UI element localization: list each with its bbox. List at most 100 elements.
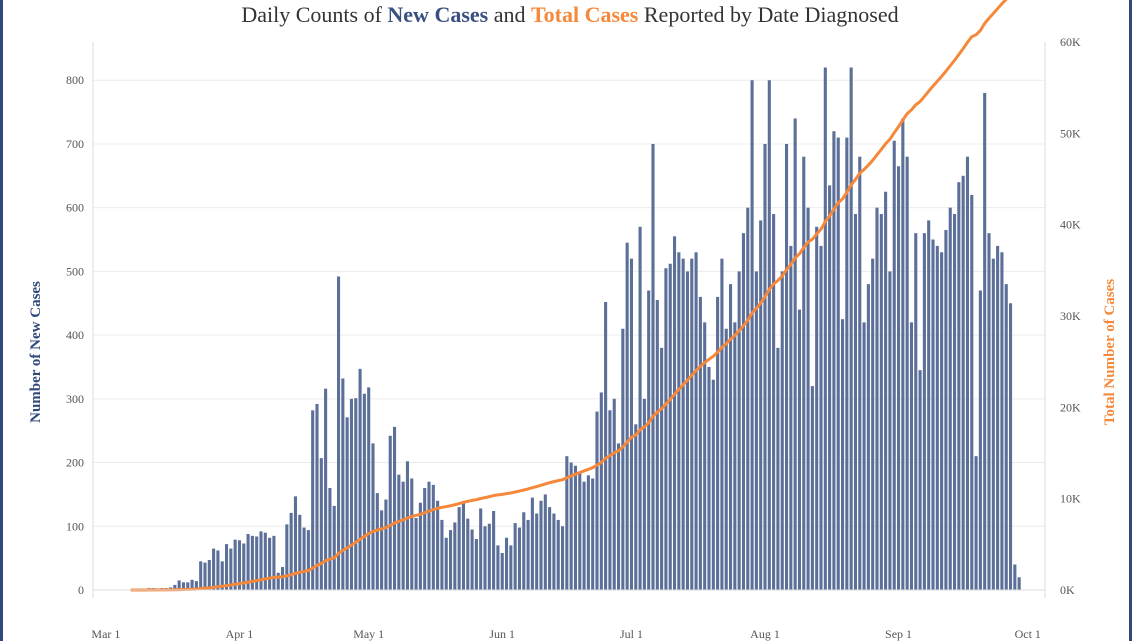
total-cases-line-group — [130, 0, 1008, 592]
new-cases-bar — [961, 175, 965, 590]
new-cases-bar — [983, 92, 987, 590]
new-cases-bar — [608, 410, 612, 590]
new-cases-bar — [242, 543, 246, 590]
new-cases-bar — [444, 537, 448, 590]
new-cases-bar — [952, 214, 957, 591]
new-cases-bar — [216, 550, 220, 590]
new-cases-bar — [1013, 564, 1017, 590]
new-cases-bar — [328, 488, 332, 590]
y-axis-label: Number of New Cases — [28, 281, 44, 423]
new-cases-bar — [922, 233, 926, 590]
x-tick-label: Oct 1 — [1015, 627, 1041, 641]
new-cases-bar — [733, 322, 737, 590]
new-cases-bar — [970, 194, 974, 590]
new-cases-bar — [319, 458, 323, 590]
x-tick-label: Jun 1 — [489, 627, 515, 641]
new-cases-bar — [401, 481, 405, 590]
new-cases-bar — [784, 143, 789, 590]
new-cases-bar — [724, 328, 728, 590]
x-tick-label: Jul 1 — [620, 627, 643, 641]
new-cases-bar — [479, 508, 483, 590]
y-tick-label: 400 — [66, 328, 84, 342]
new-cases-bar — [504, 537, 509, 590]
new-cases-bar — [324, 388, 328, 590]
new-cases-bar — [578, 472, 582, 590]
new-cases-bar — [375, 493, 379, 590]
new-cases-bar — [660, 347, 664, 590]
new-cases-bar — [685, 271, 690, 590]
new-cases-bar — [345, 417, 349, 590]
new-cases-bar — [237, 540, 242, 590]
y-tick-label: 600 — [66, 201, 84, 215]
new-cases-bar — [991, 258, 995, 590]
new-cases-bar — [746, 207, 750, 591]
new-cases-bar — [698, 296, 702, 590]
new-cases-bar — [634, 424, 638, 590]
new-cases-bar — [457, 507, 461, 590]
new-cases-bar — [901, 118, 905, 590]
new-cases-bar — [272, 535, 276, 590]
title-new-cases: New Cases — [387, 2, 489, 27]
new-cases-bar — [892, 140, 896, 590]
new-cases-bar — [905, 156, 909, 590]
new-cases-bar — [810, 386, 814, 590]
new-cases-bar — [767, 80, 771, 590]
new-cases-bar — [707, 366, 711, 590]
new-cases-bar — [367, 387, 371, 590]
new-cases-bar — [996, 245, 1000, 590]
new-cases-bar — [690, 258, 694, 590]
new-cases-bar — [888, 271, 892, 590]
new-cases-bar — [229, 548, 233, 590]
new-cases-bar — [776, 347, 780, 590]
new-cases-bar — [931, 239, 935, 590]
new-cases-bar — [311, 410, 315, 590]
new-cases-bar — [255, 536, 259, 590]
new-cases-bar — [875, 207, 879, 591]
new-cases-bar — [224, 544, 229, 590]
y2-tick-label: 50K — [1060, 126, 1081, 140]
new-cases-bar — [530, 497, 534, 590]
new-cases-bar — [780, 271, 784, 590]
new-cases-bar — [354, 398, 358, 590]
new-cases-bar — [772, 214, 776, 591]
new-cases-bar — [448, 530, 453, 590]
title-middle: and — [488, 2, 531, 27]
new-cases-bar — [543, 494, 547, 590]
new-cases-bar — [263, 532, 267, 590]
new-cases-bar — [461, 502, 466, 590]
new-cases-bar — [1008, 303, 1013, 590]
new-cases-bar — [552, 513, 556, 590]
new-cases-bar — [828, 185, 832, 590]
new-cases-bar — [793, 118, 797, 590]
title-total-cases: Total Cases — [531, 2, 639, 27]
new-cases-bar — [823, 67, 827, 591]
new-cases-bar — [741, 233, 746, 590]
new-cases-bar — [276, 572, 280, 590]
new-cases-bar — [207, 560, 211, 590]
y2-tick-label: 10K — [1060, 492, 1081, 506]
new-cases-bar — [858, 156, 862, 590]
new-cases-bar — [763, 143, 767, 590]
new-cases-bar — [569, 462, 573, 590]
new-cases-bar — [612, 398, 616, 590]
y-tick-label: 800 — [66, 73, 84, 87]
y2-tick-label: 0K — [1060, 583, 1075, 597]
new-cases-bar — [914, 233, 918, 590]
new-cases-bar — [199, 561, 203, 590]
title-prefix: Daily Counts of — [241, 2, 388, 27]
new-cases-bar — [616, 443, 621, 590]
y-tick-label: 0 — [78, 583, 84, 597]
new-cases-bar — [500, 553, 504, 590]
new-cases-bar — [431, 484, 435, 590]
new-cases-bar — [349, 398, 354, 590]
new-cases-bar — [927, 220, 931, 591]
x-tick-label: Mar 1 — [91, 627, 120, 641]
new-cases-bar — [832, 131, 836, 590]
new-cases-bar — [560, 526, 565, 590]
new-cases-bar — [336, 276, 341, 590]
new-cases-bar — [853, 214, 858, 591]
new-cases-bar — [664, 268, 668, 590]
new-cases-bar — [483, 526, 487, 590]
new-cases-bar — [306, 530, 310, 590]
